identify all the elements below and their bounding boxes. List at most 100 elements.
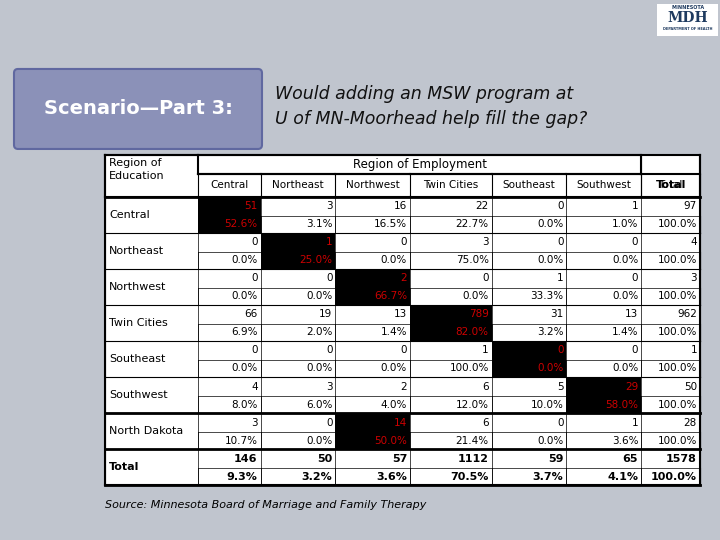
Text: 51: 51 [244,201,258,211]
Text: 9.3%: 9.3% [227,471,258,482]
Text: 1: 1 [631,417,638,428]
Bar [336,377,410,396]
Bar [492,324,567,341]
Text: 13: 13 [394,309,407,320]
Text: Total: Total [655,180,685,190]
Bar [642,197,700,216]
Bar [199,360,261,377]
Bar [336,396,410,413]
Bar [199,269,261,288]
Text: Northwest: Northwest [346,180,400,190]
Bar [261,197,336,216]
Bar [261,305,336,324]
Text: 0.0%: 0.0% [231,363,258,374]
Bar [567,360,642,377]
Text: 2: 2 [400,382,407,392]
Bar [336,468,410,485]
Bar [567,468,642,485]
Text: 0.0%: 0.0% [537,436,564,446]
Bar [410,233,492,252]
Text: Twin Cities: Twin Cities [423,180,479,190]
Bar [199,324,261,341]
Bar [105,155,700,485]
Bar [336,360,410,377]
Text: 25.0%: 25.0% [300,255,333,266]
Text: 0.0%: 0.0% [537,363,564,374]
Text: 0: 0 [482,273,489,284]
Bar [336,269,410,288]
Text: 6.9%: 6.9% [231,327,258,338]
Bar [642,396,700,413]
Text: Southeast: Southeast [503,180,556,190]
Bar [336,197,410,216]
Text: 0: 0 [400,346,407,355]
Text: 22.7%: 22.7% [456,219,489,230]
Text: 0: 0 [251,273,258,284]
Text: 0: 0 [557,238,564,247]
Text: 1: 1 [557,273,564,284]
Bar [336,216,410,233]
Bar [410,305,492,324]
Text: 0: 0 [631,273,638,284]
Bar [261,468,336,485]
Bar [336,324,410,341]
Bar [642,377,700,396]
Text: 0.0%: 0.0% [462,292,489,301]
Text: 50: 50 [317,454,333,463]
Text: 3.6%: 3.6% [377,471,407,482]
Text: 3.2%: 3.2% [302,471,333,482]
Text: 1: 1 [631,201,638,211]
Bar [410,197,492,216]
Text: 65: 65 [623,454,638,463]
Bar [642,305,700,324]
Text: Region of Employment: Region of Employment [353,158,487,171]
Bar [336,413,410,432]
Text: 19: 19 [319,309,333,320]
Text: 3.1%: 3.1% [306,219,333,230]
Text: Total: Total [109,462,140,472]
Text: 0: 0 [251,346,258,355]
Text: 52.6%: 52.6% [225,219,258,230]
Text: 3: 3 [325,382,333,392]
Bar [199,413,261,432]
Text: 0.0%: 0.0% [537,255,564,266]
Bar [642,413,700,432]
Text: Northwest: Northwest [109,282,166,292]
Text: 33.3%: 33.3% [531,292,564,301]
Text: Central: Central [109,210,150,220]
Text: 100.0%: 100.0% [657,363,697,374]
Bar [261,413,336,432]
Text: 100.0%: 100.0% [651,471,697,482]
Bar [642,324,700,341]
Bar [199,216,261,233]
Text: Twin Cities: Twin Cities [109,318,168,328]
Text: 0: 0 [326,417,333,428]
Text: 0: 0 [326,273,333,284]
Bar [492,432,567,449]
Bar [642,252,700,269]
Text: 82.0%: 82.0% [456,327,489,338]
Text: 0: 0 [557,417,564,428]
Text: 3.6%: 3.6% [612,436,638,446]
Bar [261,341,336,360]
Bar [199,396,261,413]
Text: 1112: 1112 [458,454,489,463]
Text: 5: 5 [557,382,564,392]
Text: 6.0%: 6.0% [306,400,333,409]
Text: 0.0%: 0.0% [231,292,258,301]
Text: 146: 146 [234,454,258,463]
Bar [492,360,567,377]
Bar [642,216,700,233]
Text: 1.4%: 1.4% [612,327,638,338]
Text: 21.4%: 21.4% [456,436,489,446]
Bar [336,233,410,252]
Bar [567,341,642,360]
Text: 100.0%: 100.0% [657,436,697,446]
Bar [642,432,700,449]
Bar [261,216,336,233]
Bar [336,252,410,269]
Bar [410,341,492,360]
Bar [492,197,567,216]
Text: 0: 0 [400,238,407,247]
Bar [567,396,642,413]
